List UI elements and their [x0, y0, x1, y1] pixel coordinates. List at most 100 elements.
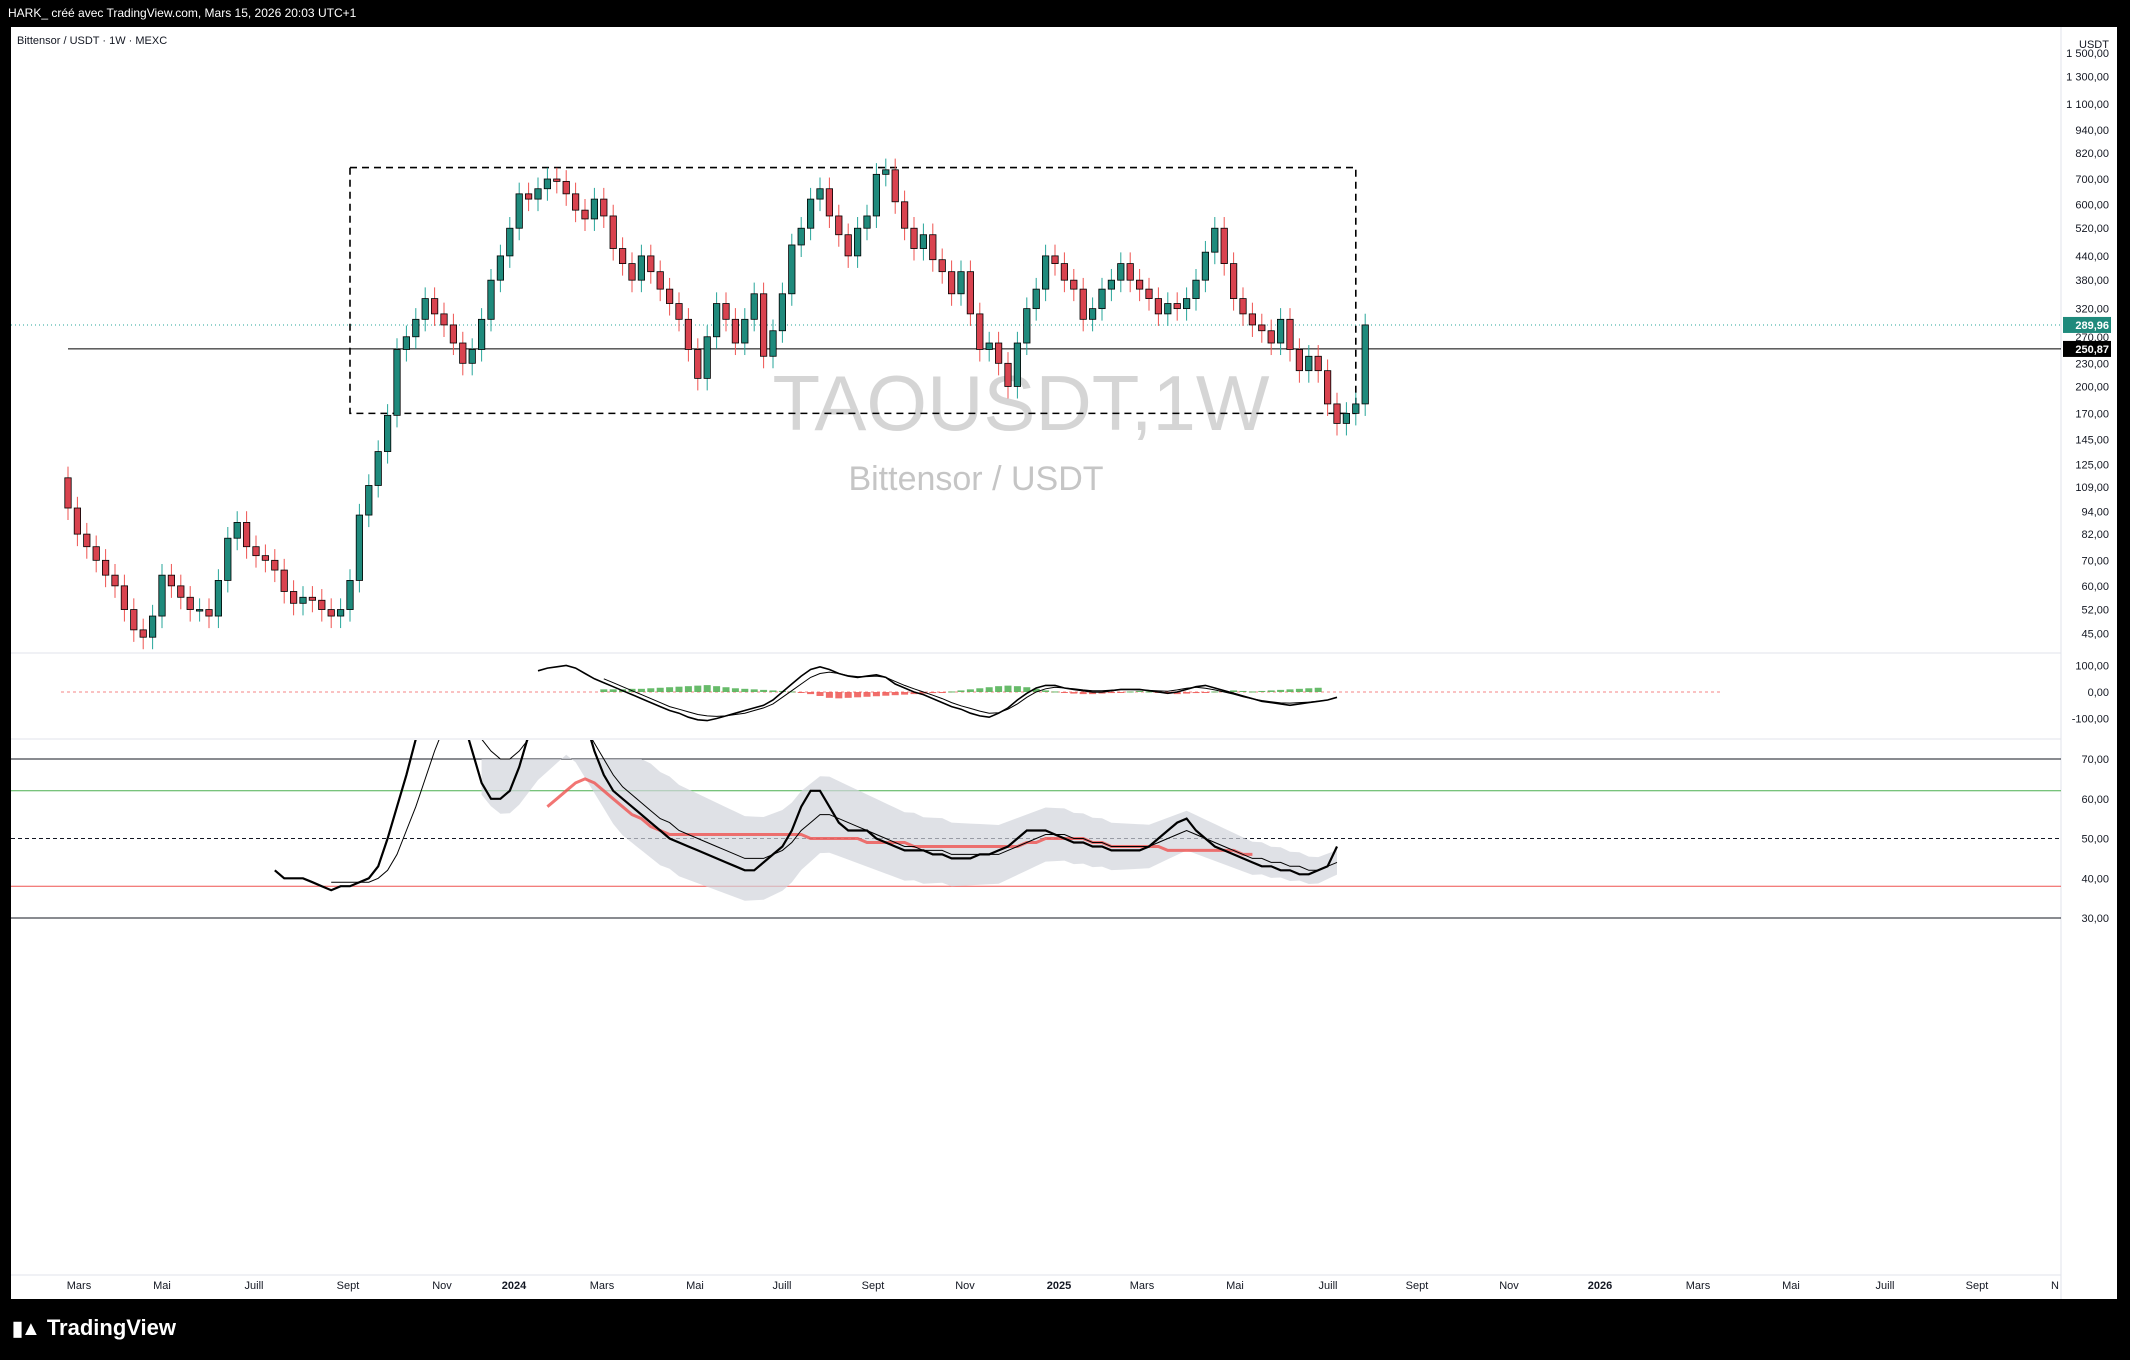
candle-body — [1060, 263, 1068, 281]
macd-histogram-bar — [1305, 688, 1313, 692]
macd-line — [537, 664, 1338, 722]
candle-body — [64, 477, 72, 509]
candle-body — [647, 255, 655, 273]
osc-band — [481, 754, 1338, 901]
range-box — [349, 166, 1357, 415]
time-tick-label: 2024 — [502, 1280, 527, 1292]
candle-body — [1098, 288, 1106, 310]
price-tick-label: 70,00 — [2081, 555, 2109, 567]
candle-body — [1051, 255, 1059, 264]
candle-body — [1164, 303, 1172, 315]
macd-histogram-bar — [741, 688, 749, 692]
candle-body — [1230, 263, 1238, 299]
candle-body — [130, 609, 138, 631]
candle-body — [1277, 318, 1285, 344]
candle-body — [402, 336, 411, 350]
price-tick-label: 125,00 — [2075, 459, 2109, 471]
macd-histogram-bar — [637, 688, 645, 692]
candle-body — [1324, 370, 1332, 405]
candle-body — [318, 599, 326, 610]
macd-histogram-bar — [825, 692, 833, 698]
time-tick-label: Juill — [1876, 1280, 1895, 1292]
macd-histogram-bar — [1192, 692, 1200, 694]
candle-body — [825, 188, 834, 217]
macd-histogram-bar — [872, 692, 880, 697]
macd-histogram-bar — [1136, 690, 1144, 692]
macd-histogram-bar — [957, 690, 965, 692]
macd-histogram-bar — [863, 692, 871, 697]
candle-body — [1201, 251, 1209, 281]
candle-body — [224, 537, 232, 581]
candle-body — [1248, 313, 1256, 326]
candle-body — [656, 271, 664, 290]
candle-body — [1183, 298, 1191, 310]
candle-body — [1305, 355, 1313, 372]
macd-histogram-bar — [600, 689, 608, 692]
candle-body — [995, 342, 1003, 364]
candle-body — [421, 298, 429, 320]
time-tick-label: Nov — [1499, 1280, 1519, 1292]
time-tick-label: 2025 — [1047, 1280, 1071, 1292]
candle-body — [1107, 279, 1115, 290]
macd-histogram-bar — [985, 687, 993, 692]
candle-body — [1352, 403, 1360, 414]
price-tick-label: 200,00 — [2075, 381, 2109, 393]
candle-body — [346, 580, 354, 610]
candle-body — [1267, 330, 1275, 344]
candle-body — [844, 234, 852, 257]
macd-histogram-bar — [1277, 689, 1285, 692]
macd-histogram-bar — [1089, 692, 1097, 695]
candle-body — [139, 629, 147, 638]
osc-tick-label: 40,00 — [2081, 873, 2109, 885]
candle-body — [666, 288, 674, 304]
candle-body — [1032, 288, 1040, 310]
candle-body — [261, 555, 269, 561]
candle-body — [449, 324, 458, 344]
osc-tick-label: 30,00 — [2081, 913, 2109, 925]
candle-body — [750, 293, 758, 320]
macd-tick-label: -100,00 — [2072, 714, 2109, 726]
macd-histogram-bar — [750, 689, 758, 692]
time-tick-label: Mars — [67, 1280, 92, 1292]
price-tick-label: 1 300,00 — [2066, 71, 2109, 83]
macd-histogram-bar — [1032, 688, 1040, 692]
candle-body — [891, 169, 899, 203]
candle-body — [1136, 279, 1144, 290]
price-tick-label: 700,00 — [2075, 174, 2109, 186]
price-tick-label: 170,00 — [2075, 408, 2109, 420]
candle-body — [534, 188, 542, 200]
time-tick-label: Juill — [773, 1280, 792, 1292]
macd-histogram-bar — [647, 688, 655, 692]
macd-histogram-bar — [1117, 692, 1125, 693]
candle-body — [966, 271, 975, 315]
macd-histogram-bar — [835, 692, 843, 699]
candle-body — [1126, 263, 1134, 281]
macd-histogram-bar — [1051, 691, 1059, 693]
candle-body — [600, 198, 608, 217]
candle-body — [167, 574, 175, 587]
time-tick-label: Mars — [1686, 1280, 1711, 1292]
macd-histogram-bar — [901, 692, 909, 695]
candle-body — [675, 303, 683, 320]
candle-body — [1342, 412, 1350, 424]
candle-body — [158, 574, 166, 617]
chart-svg[interactable]: TAOUSDT,1W Bittensor / USDT Bittensor / US… — [11, 27, 2117, 1299]
candle-body — [327, 609, 335, 617]
candle-body — [242, 522, 251, 548]
macd-histogram-bar — [1314, 687, 1322, 692]
price-tick-label: 60,00 — [2081, 581, 2109, 593]
price-tick-label: 820,00 — [2075, 148, 2109, 160]
tradingview-logo[interactable]: ▮▲ TradingView — [12, 1315, 176, 1341]
macd-histogram-bar — [1023, 687, 1031, 692]
candle-body — [1089, 308, 1097, 320]
candle-body — [713, 303, 721, 338]
footer-bar: ▮▲ TradingView — [0, 1299, 2130, 1360]
candle-body — [872, 173, 881, 217]
candle-body — [788, 244, 796, 295]
macd-histogram-bar — [1230, 690, 1238, 692]
candle-body — [572, 193, 580, 211]
macd-histogram-bar — [1042, 690, 1050, 692]
candle-body — [252, 546, 260, 557]
macd-histogram-bar — [891, 692, 899, 696]
candle-body — [468, 349, 476, 364]
